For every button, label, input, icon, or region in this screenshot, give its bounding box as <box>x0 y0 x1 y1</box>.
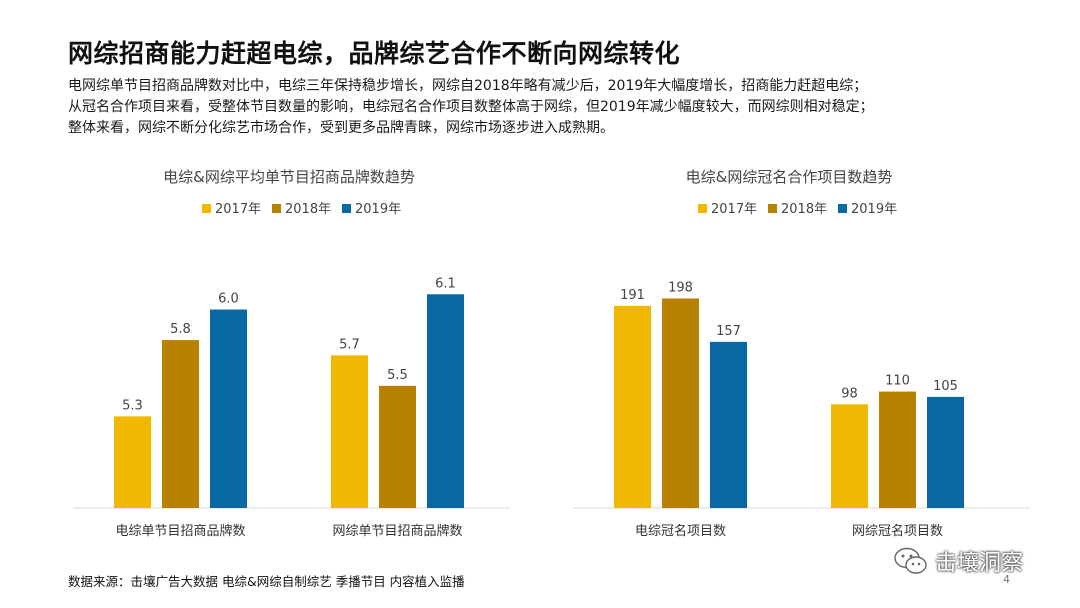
bar <box>662 298 699 508</box>
category-label: 电综单节目招商品牌数 <box>115 523 245 539</box>
category-label: 网综冠名项目数 <box>852 523 943 539</box>
title-sponsor-chart: 电综&网综冠名合作项目数趋势 2017年 2018年 2019年 191 198 157 电综… <box>560 160 1040 550</box>
legend-swatch <box>272 204 281 213</box>
bar <box>831 404 868 508</box>
data-label: 98 <box>841 386 858 401</box>
data-label: 5.8 <box>170 322 191 337</box>
legend-label: 2017年 <box>215 202 261 217</box>
data-label: 198 <box>668 280 693 295</box>
data-label: 5.5 <box>387 368 408 383</box>
summary-text: 电网综单节目招商品牌数对比中，电综三年保持稳步增长，网综自2018年略有减少后，… <box>68 76 1058 139</box>
legend-swatch <box>838 204 847 213</box>
bar <box>162 340 199 508</box>
chart-title: 电综&网综平均单节目招商品牌数趋势 <box>163 168 415 186</box>
watermark: 击壤洞察 <box>893 544 1023 578</box>
legend-label: 2018年 <box>781 202 827 217</box>
bar <box>210 309 247 508</box>
bar <box>927 396 964 508</box>
summary-line: 整体来看，网综不断分化综艺市场合作，受到更多品牌青睐，网综市场逐步进入成熟期。 <box>68 120 614 136</box>
legend-swatch <box>768 204 777 213</box>
bar <box>710 341 747 508</box>
data-label: 6.0 <box>218 292 239 307</box>
chart-title: 电综&网综冠名合作项目数趋势 <box>686 168 893 186</box>
legend-label: 2017年 <box>711 202 757 217</box>
legend-swatch <box>342 204 351 213</box>
legend-label: 2019年 <box>355 202 401 217</box>
page-title: 网综招商能力赶超电综，品牌综艺合作不断向网综转化 <box>68 39 681 68</box>
data-source-note: 数据来源：击壤广告大数据 电综&网综自制综艺 季播节目 内容植入监播 <box>68 574 465 589</box>
data-label: 105 <box>933 379 958 394</box>
bar <box>114 416 151 508</box>
summary-line: 从冠名合作项目来看，受整体节目数量的影响，电综冠名合作项目数整体高于网综，但20… <box>68 99 874 115</box>
category-label: 电综冠名项目数 <box>635 523 726 539</box>
bar <box>879 391 916 508</box>
legend-swatch <box>202 204 211 213</box>
data-label: 5.3 <box>122 398 143 413</box>
data-label: 5.7 <box>339 337 360 352</box>
chart-svg: 电综&网综平均单节目招商品牌数趋势 2017年 2018年 2019年 5.3 5.8 6.… <box>73 168 510 539</box>
brand-count-chart: 电综&网综平均单节目招商品牌数趋势 2017年 2018年 2019年 5.3 5.8 6.… <box>60 160 525 550</box>
legend-swatch <box>698 204 707 213</box>
data-label: 157 <box>716 324 741 339</box>
legend-label: 2019年 <box>851 202 897 217</box>
chart-svg: 电综&网综冠名合作项目数趋势 2017年 2018年 2019年 191 198 157 电综… <box>573 168 1030 539</box>
bar <box>331 355 368 508</box>
data-label: 110 <box>885 374 910 389</box>
category-label: 网综单节目招商品牌数 <box>332 523 462 539</box>
watermark-text: 击壤洞察 <box>935 551 1024 576</box>
bar <box>614 305 651 508</box>
data-label: 191 <box>620 288 645 303</box>
legend-label: 2018年 <box>285 202 331 217</box>
wechat-icon <box>894 547 927 574</box>
summary-line: 电网综单节目招商品牌数对比中，电综三年保持稳步增长，网综自2018年略有减少后，… <box>68 78 868 94</box>
bar <box>379 385 416 508</box>
data-label: 6.1 <box>435 276 456 291</box>
page-number: 4 <box>1003 573 1010 586</box>
bar <box>427 294 464 508</box>
